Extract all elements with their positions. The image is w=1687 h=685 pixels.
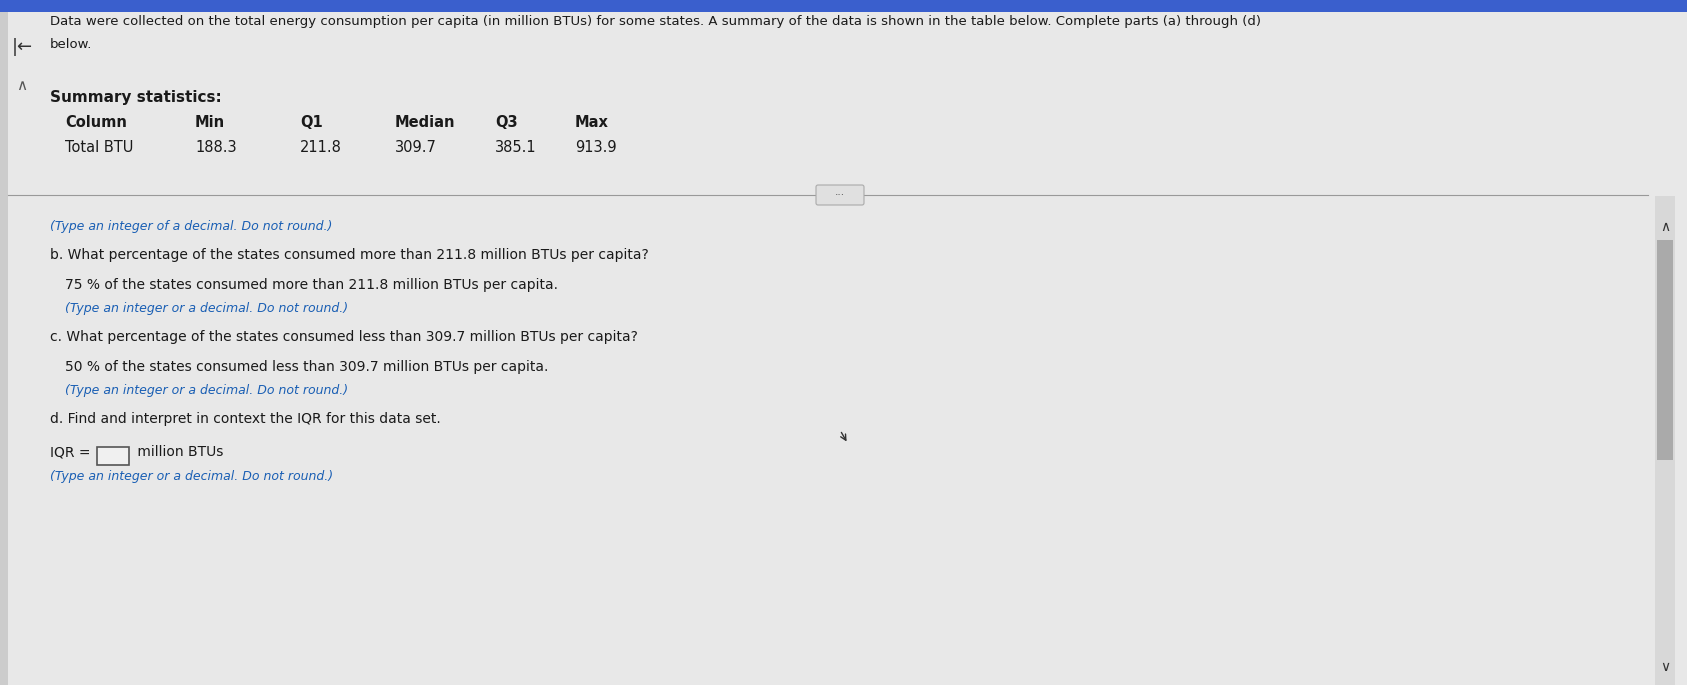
Text: (Type an integer of a decimal. Do not round.): (Type an integer of a decimal. Do not ro… xyxy=(51,220,332,233)
Text: d. Find and interpret in context the IQR for this data set.: d. Find and interpret in context the IQR… xyxy=(51,412,440,426)
Text: Median: Median xyxy=(395,115,455,130)
Bar xyxy=(0,0,1687,12)
Text: (Type an integer or a decimal. Do not round.): (Type an integer or a decimal. Do not ro… xyxy=(51,470,332,483)
Text: 50 % of the states consumed less than 309.7 million BTUs per capita.: 50 % of the states consumed less than 30… xyxy=(66,360,548,374)
Text: IQR =: IQR = xyxy=(51,445,91,459)
Text: Max: Max xyxy=(575,115,609,130)
Text: b. What percentage of the states consumed more than 211.8 million BTUs per capit: b. What percentage of the states consume… xyxy=(51,248,649,262)
Text: 211.8: 211.8 xyxy=(300,140,342,155)
Text: Summary statistics:: Summary statistics: xyxy=(51,90,221,105)
Text: ···: ··· xyxy=(835,190,845,200)
Text: Data were collected on the total energy consumption per capita (in million BTUs): Data were collected on the total energy … xyxy=(51,15,1260,28)
Text: Q1: Q1 xyxy=(300,115,322,130)
Bar xyxy=(0,12,8,685)
Text: Column: Column xyxy=(66,115,127,130)
Text: (Type an integer or a decimal. Do not round.): (Type an integer or a decimal. Do not ro… xyxy=(66,384,348,397)
Text: Total BTU: Total BTU xyxy=(66,140,133,155)
Text: 309.7: 309.7 xyxy=(395,140,437,155)
FancyBboxPatch shape xyxy=(817,185,864,205)
Text: Min: Min xyxy=(196,115,224,130)
Text: below.: below. xyxy=(51,38,93,51)
Bar xyxy=(1655,196,1675,685)
Text: 913.9: 913.9 xyxy=(575,140,617,155)
Bar xyxy=(1657,240,1674,460)
Text: ∨: ∨ xyxy=(1660,660,1670,674)
Text: Q3: Q3 xyxy=(494,115,518,130)
Text: (Type an integer or a decimal. Do not round.): (Type an integer or a decimal. Do not ro… xyxy=(66,302,348,315)
Text: 188.3: 188.3 xyxy=(196,140,236,155)
Text: |←: |← xyxy=(12,38,32,56)
Text: 385.1: 385.1 xyxy=(494,140,536,155)
Text: c. What percentage of the states consumed less than 309.7 million BTUs per capit: c. What percentage of the states consume… xyxy=(51,330,638,344)
Text: million BTUs: million BTUs xyxy=(133,445,223,459)
Text: 75 % of the states consumed more than 211.8 million BTUs per capita.: 75 % of the states consumed more than 21… xyxy=(66,278,558,292)
Bar xyxy=(96,447,128,465)
Text: ∧: ∧ xyxy=(1660,220,1670,234)
Text: ∧: ∧ xyxy=(17,78,27,93)
